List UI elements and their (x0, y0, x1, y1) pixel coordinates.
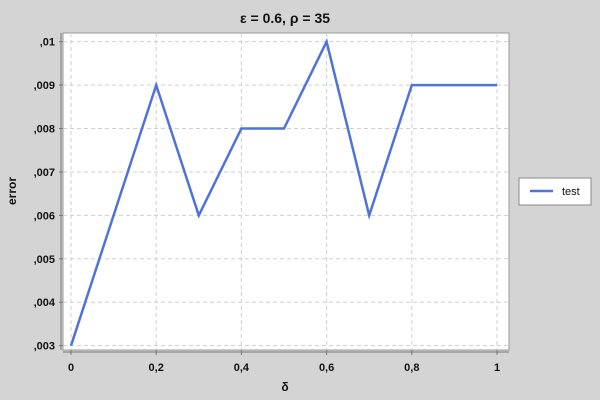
y-tick-label: ,01 (40, 37, 55, 49)
series-lines (69, 38, 497, 347)
y-tick-label: ,006 (34, 210, 55, 222)
legend-box (518, 177, 592, 206)
x-tick-label: 1 (494, 362, 500, 374)
x-tick-label: 0,8 (404, 362, 419, 374)
legend-label-test: test (562, 186, 580, 198)
y-tick-label: ,008 (34, 124, 55, 136)
x-tick-label: 0 (68, 362, 74, 374)
x-axis-label: δ (281, 380, 288, 394)
x-tick-label: 0,4 (234, 362, 250, 374)
axes: ,003 ,004 ,005 ,006 ,007 ,008 ,009 ,01 0 0,2 0,4 0,… (34, 33, 509, 374)
x-tick-label: 0,6 (319, 362, 334, 374)
y-axis-label: error (5, 177, 19, 205)
y-tick-label: ,003 (34, 341, 55, 353)
y-tick-label: ,007 (34, 167, 55, 179)
series-line-test (69, 38, 497, 347)
chart-title: ε = 0.6, ρ = 35 (240, 10, 330, 26)
legend: test (518, 177, 592, 206)
y-tick-label: ,005 (34, 254, 55, 266)
y-tick-label: ,004 (34, 297, 56, 309)
x-tick-label: 0,2 (149, 362, 164, 374)
y-tick-label: ,009 (34, 80, 55, 92)
